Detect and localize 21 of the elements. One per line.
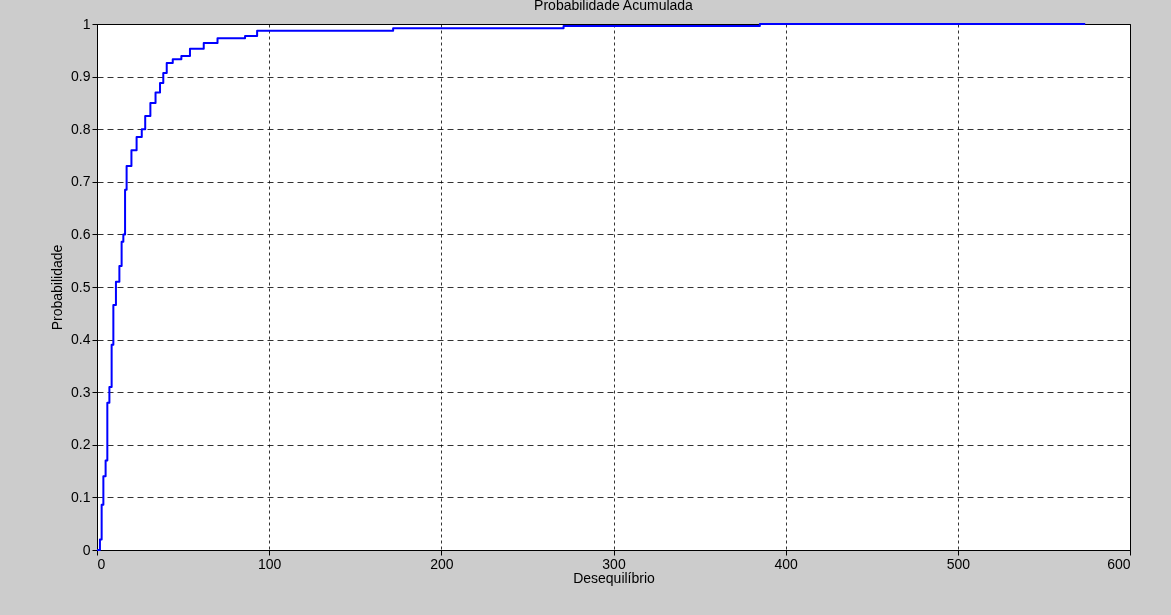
x-tick-label: 500 <box>946 555 971 572</box>
y-axis-title: Probabilidade <box>49 244 66 331</box>
y-tick-label: 0.9 <box>71 68 91 85</box>
x-tick-label: 0 <box>97 555 106 572</box>
x-tick-label: 600 <box>1107 555 1131 572</box>
y-tick-label: 0 <box>82 541 91 558</box>
y-tick-label: 0.1 <box>71 488 91 505</box>
y-tick-label: 1 <box>82 15 91 32</box>
x-tick-label: 300 <box>602 555 626 572</box>
y-tick-label: 0.3 <box>71 383 91 400</box>
y-tick-label: 0.7 <box>71 173 91 190</box>
x-tick-label: 400 <box>774 555 799 572</box>
x-tick-label: 200 <box>430 555 454 572</box>
x-tick-label: 100 <box>257 555 282 572</box>
y-tick-label: 0.4 <box>71 331 91 348</box>
y-tick-label: 0.6 <box>71 225 91 242</box>
x-axis-title: Desequilíbrio <box>573 569 656 586</box>
y-tick-label: 0.8 <box>71 120 91 137</box>
y-tick-label: 0.2 <box>71 436 91 453</box>
chart-title: Probabilidade Acumulada <box>534 0 694 13</box>
y-tick-label: 0.5 <box>71 278 91 295</box>
